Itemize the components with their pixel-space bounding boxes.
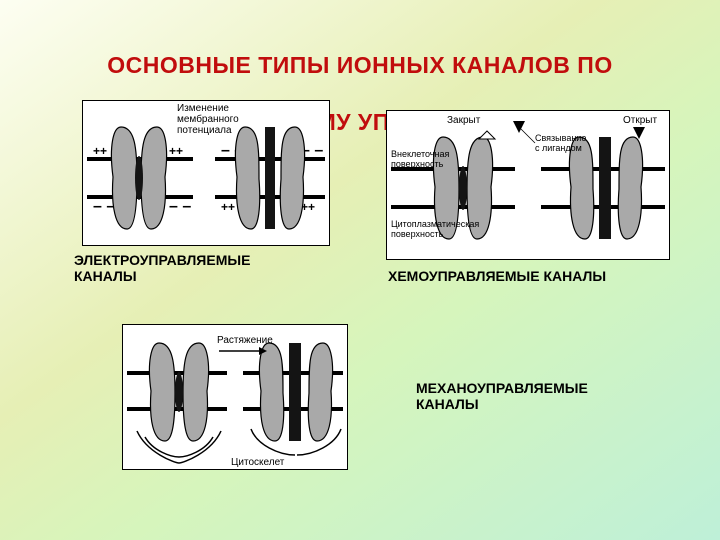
diagram-mechano: Растяжение Цитоскелет <box>123 325 347 469</box>
svg-text:мембранного: мембранного <box>177 113 239 125</box>
panel-electro: ++ ++ – – – – – – – – ++ ++ Изменение ме… <box>82 100 330 246</box>
svg-text:Связывание: Связывание <box>535 133 586 143</box>
svg-text:++: ++ <box>93 144 107 158</box>
svg-text:Растяжение: Растяжение <box>217 335 273 346</box>
svg-text:поверхность: поверхность <box>391 229 444 239</box>
panel-chemo: Закрыт Открыт Связывание с лигандом Внек… <box>386 110 670 260</box>
svg-text:поверхность: поверхность <box>391 159 444 169</box>
svg-text:Цитоплазматическая: Цитоплазматическая <box>391 219 479 229</box>
svg-text:– –: – – <box>169 198 191 215</box>
title-line-1: ОСНОВНЫЕ ТИПЫ ИОННЫХ КАНАЛОВ ПО <box>107 52 612 78</box>
caption-mechano: МЕХАНОУПРАВЛЯЕМЫЕ КАНАЛЫ <box>416 380 588 412</box>
svg-text:Внеклеточная: Внеклеточная <box>391 149 449 159</box>
label-potential-1: Изменение <box>177 103 229 114</box>
panel-mechano: Растяжение Цитоскелет <box>122 324 348 470</box>
diagram-chemo: Закрыт Открыт Связывание с лигандом Внек… <box>387 111 669 259</box>
caption-chemo: ХЕМОУПРАВЛЯЕМЫЕ КАНАЛЫ <box>388 268 606 284</box>
diagram-electro: ++ ++ – – – – – – – – ++ ++ Изменение ме… <box>83 101 329 245</box>
svg-text:Цитоскелет: Цитоскелет <box>231 457 285 468</box>
svg-text:Закрыт: Закрыт <box>447 115 481 126</box>
svg-text:с лигандом: с лигандом <box>535 143 582 153</box>
svg-text:Открыт: Открыт <box>623 115 657 126</box>
svg-text:– –: – – <box>93 198 115 215</box>
svg-text:потенциала: потенциала <box>177 125 232 136</box>
caption-electro: ЭЛЕКТРОУПРАВЛЯЕМЫЕ КАНАЛЫ <box>74 252 250 284</box>
svg-text:++: ++ <box>221 200 235 214</box>
svg-text:++: ++ <box>169 144 183 158</box>
